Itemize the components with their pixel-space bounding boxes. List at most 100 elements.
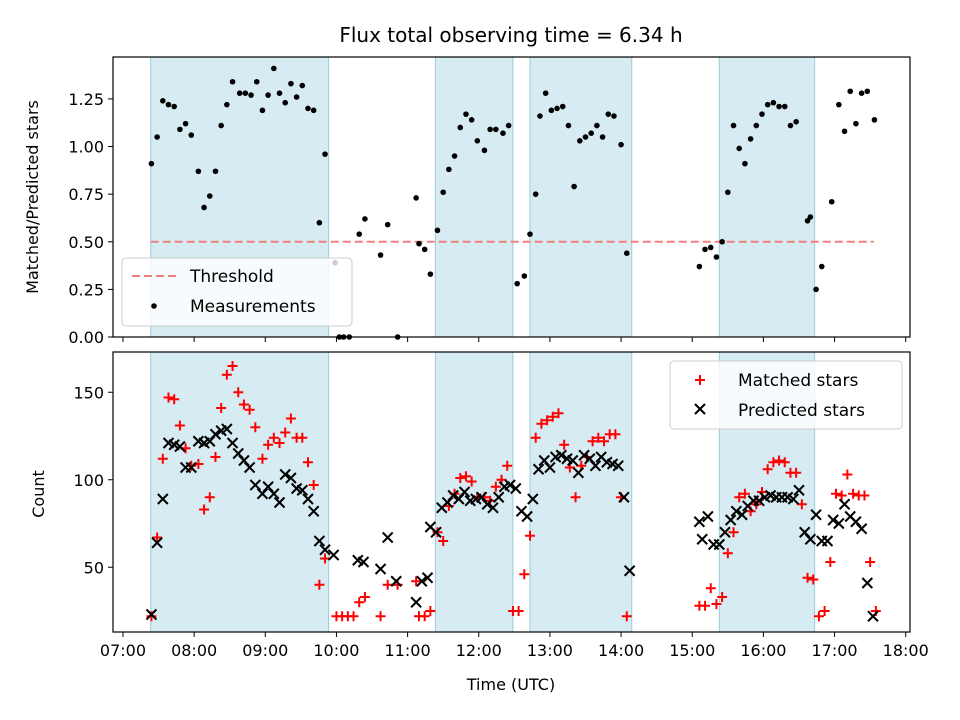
x-tick-label: 11:00 <box>385 641 431 660</box>
matched-star-point <box>174 420 185 431</box>
matched-star-point <box>263 439 274 450</box>
measurement-point <box>165 101 172 108</box>
top-y-axis-label: Matched/Predicted stars <box>23 100 42 294</box>
measurement-point <box>864 88 871 95</box>
predicted-star-point <box>730 505 743 517</box>
measurement-point <box>384 221 391 228</box>
matched-star-point <box>728 527 739 538</box>
measurement-point <box>276 90 283 96</box>
x-tick-label: 07:00 <box>100 641 146 660</box>
y-tick-label: 0.75 <box>68 185 104 204</box>
predicted-star-point <box>327 549 340 561</box>
matched-star-point <box>734 492 745 503</box>
top-x-axis-ticks <box>122 337 907 342</box>
predicted-star-point <box>481 498 494 510</box>
predicted-star-point <box>821 535 834 547</box>
measurement-point <box>759 111 765 117</box>
predicted-star-point <box>209 428 222 440</box>
matched-star-point <box>238 399 249 410</box>
measurement-point <box>747 136 754 142</box>
matched-star-point <box>779 457 790 468</box>
matched-star-point <box>859 490 870 501</box>
measurement-point <box>160 98 166 104</box>
matched-star-point <box>791 467 802 478</box>
matched-star-point <box>169 394 180 405</box>
measurement-point <box>571 183 577 190</box>
measurement-point <box>236 90 243 96</box>
measurement-point <box>505 122 512 129</box>
measurement-point <box>288 80 294 87</box>
matched-star-point <box>570 492 581 503</box>
matched-star-point <box>375 611 386 622</box>
matched-star-point <box>711 599 722 609</box>
matched-star-point <box>419 611 430 622</box>
measurement-point <box>836 101 842 108</box>
x-tick-label: 13:00 <box>527 641 573 660</box>
predicted-star-point <box>151 537 163 549</box>
x-tick-label: 10:00 <box>313 641 359 660</box>
predicted-stars-series <box>145 423 879 622</box>
y-tick-label: 0.25 <box>68 280 104 299</box>
matched-star-point <box>297 432 308 443</box>
measurement-point <box>322 151 328 157</box>
measurement-point <box>177 126 183 133</box>
predicted-star-point <box>185 461 197 474</box>
bottom-y-axis-ticks: 50 100 150 <box>73 383 113 577</box>
predicted-star-point <box>867 610 879 622</box>
measurement-point <box>446 166 452 173</box>
matched-star-point <box>739 488 750 499</box>
y-tick-label: 150 <box>73 383 104 402</box>
measurement-point <box>742 160 748 167</box>
matched-star-point <box>774 455 785 466</box>
y-tick-label: 0.00 <box>68 328 104 347</box>
matched-star-point <box>762 464 773 475</box>
predicted-star-point <box>374 563 387 575</box>
legend-matched-label: Matched stars <box>738 371 858 391</box>
predicted-star-point <box>855 523 868 535</box>
measurement-point <box>514 280 520 287</box>
observing-window <box>718 56 816 338</box>
matched-star-point <box>536 418 547 429</box>
measurement-point <box>299 82 306 89</box>
measurement-point <box>841 128 848 135</box>
predicted-star-point <box>381 531 394 544</box>
top-legend-box <box>121 257 353 327</box>
predicted-star-point <box>589 460 602 472</box>
measurement-point <box>487 126 493 133</box>
measurement-point <box>548 107 555 114</box>
predicted-star-point <box>623 565 636 577</box>
measurement-point <box>188 132 195 138</box>
matched-star-point <box>865 557 876 567</box>
measurement-point <box>764 101 771 108</box>
predicted-star-point <box>226 437 239 449</box>
matched-star-point <box>593 432 604 443</box>
predicted-star-point <box>572 467 585 479</box>
predicted-star-point <box>612 460 624 472</box>
x-tick-label: 14:00 <box>598 641 644 660</box>
matched-star-point <box>502 460 513 471</box>
measurement-point <box>818 263 825 270</box>
measurement-point <box>201 204 207 211</box>
measurement-point <box>253 78 260 85</box>
measurement-point <box>474 138 481 144</box>
predicted-star-point <box>838 498 851 510</box>
measurement-point <box>457 124 464 131</box>
measurement-point <box>813 286 819 293</box>
matched-star-point <box>621 611 632 622</box>
matched-star-point <box>819 606 830 616</box>
matched-star-point <box>314 579 325 590</box>
measurement-point <box>804 218 811 224</box>
measurement-point <box>481 147 488 154</box>
bottom-legend: Matched stars Predicted stars <box>669 360 903 430</box>
matched-star-point <box>519 569 530 580</box>
measurement-point <box>500 130 506 136</box>
measurement-point <box>582 134 589 140</box>
matched-star-point <box>700 600 711 611</box>
matched-star-point <box>233 387 244 398</box>
measurement-point <box>588 130 594 136</box>
measurement-point <box>154 134 160 140</box>
legend-measurements-swatch <box>151 303 157 309</box>
matched-star-point <box>257 453 268 464</box>
matched-star-point <box>359 592 370 602</box>
predicted-star-point <box>157 493 169 505</box>
